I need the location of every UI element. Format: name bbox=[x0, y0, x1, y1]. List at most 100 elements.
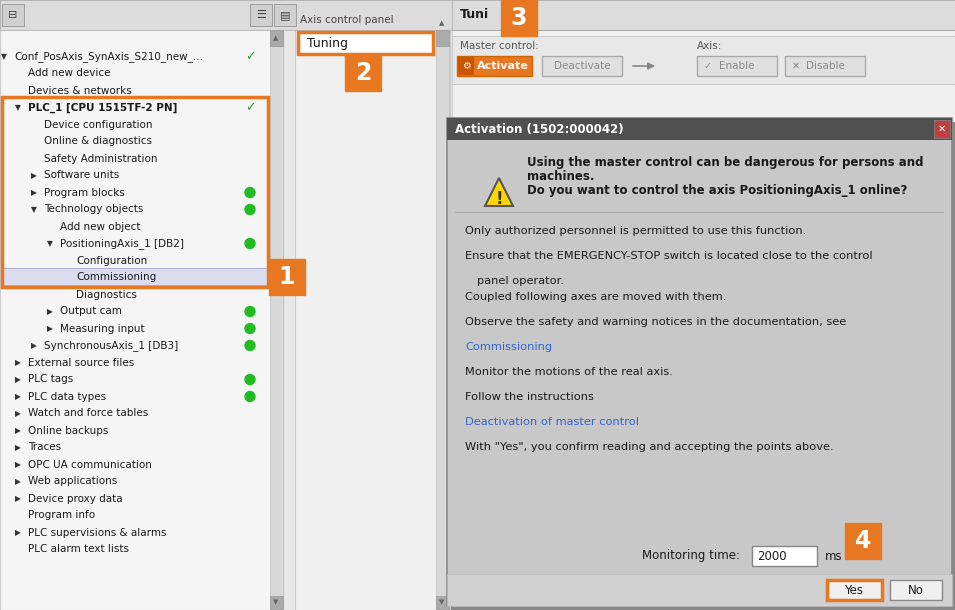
Text: Axis:: Axis: bbox=[697, 41, 722, 51]
Text: Configuration: Configuration bbox=[76, 256, 147, 265]
Text: Using the master control can be dangerous for persons and: Using the master control can be dangerou… bbox=[527, 156, 923, 169]
Text: Deactivation of master control: Deactivation of master control bbox=[465, 417, 639, 427]
Text: Program info: Program info bbox=[28, 511, 96, 520]
Text: With "Yes", you confirm reading and accepting the points above.: With "Yes", you confirm reading and acce… bbox=[465, 442, 834, 452]
Text: ✓: ✓ bbox=[704, 61, 712, 71]
Text: ▶: ▶ bbox=[32, 171, 37, 180]
Bar bbox=[447, 118, 952, 606]
Text: Measuring input: Measuring input bbox=[60, 323, 144, 334]
Text: Conf_PosAxis_SynAxis_S210_new_...: Conf_PosAxis_SynAxis_S210_new_... bbox=[14, 51, 203, 62]
Text: ▶: ▶ bbox=[15, 477, 21, 486]
Text: ▶: ▶ bbox=[15, 528, 21, 537]
Text: PLC tags: PLC tags bbox=[28, 375, 74, 384]
Text: ⚙: ⚙ bbox=[461, 61, 471, 71]
Text: Output cam: Output cam bbox=[60, 306, 122, 317]
Text: ✕: ✕ bbox=[938, 124, 946, 134]
Text: External source files: External source files bbox=[28, 357, 135, 367]
Text: 3: 3 bbox=[511, 6, 527, 30]
Text: !: ! bbox=[496, 190, 503, 208]
Text: Master control:: Master control: bbox=[460, 41, 539, 51]
Text: ▤: ▤ bbox=[280, 10, 290, 20]
Text: PLC data types: PLC data types bbox=[28, 392, 106, 401]
Bar bbox=[752, 546, 817, 566]
Text: ▶: ▶ bbox=[32, 188, 37, 197]
Bar bbox=[457, 56, 532, 76]
Bar bbox=[2, 268, 268, 285]
Text: ✓: ✓ bbox=[244, 101, 255, 114]
Text: PLC_1 [CPU 1515TF-2 PN]: PLC_1 [CPU 1515TF-2 PN] bbox=[28, 102, 178, 113]
Text: Follow the instructions: Follow the instructions bbox=[465, 392, 594, 402]
Bar bbox=[250, 4, 272, 26]
Text: No: No bbox=[908, 584, 923, 597]
Text: Monitoring time:: Monitoring time: bbox=[642, 550, 740, 562]
Bar bbox=[452, 0, 955, 610]
Text: Technology objects: Technology objects bbox=[44, 204, 143, 215]
Text: Tuni: Tuni bbox=[460, 7, 489, 21]
Text: Activate: Activate bbox=[478, 61, 529, 71]
Text: ▼: ▼ bbox=[439, 599, 445, 605]
Text: Diagnostics: Diagnostics bbox=[76, 290, 137, 300]
Text: ▶: ▶ bbox=[47, 307, 53, 316]
Text: ▶: ▶ bbox=[15, 392, 21, 401]
Bar bbox=[436, 30, 449, 46]
Bar bbox=[447, 118, 952, 140]
Bar bbox=[452, 30, 955, 31]
Text: ▼: ▼ bbox=[32, 205, 37, 214]
Text: Monitor the motions of the real axis.: Monitor the motions of the real axis. bbox=[465, 367, 673, 377]
Bar bbox=[0, 0, 955, 30]
Text: Device configuration: Device configuration bbox=[44, 120, 153, 129]
Text: Device proxy data: Device proxy data bbox=[28, 493, 122, 503]
Bar bbox=[697, 56, 777, 76]
Bar bbox=[2, 97, 268, 287]
Text: ☰: ☰ bbox=[256, 10, 266, 20]
Text: Safety Administration: Safety Administration bbox=[44, 154, 158, 163]
Text: ▲: ▲ bbox=[439, 20, 445, 26]
Bar bbox=[269, 259, 305, 295]
Text: ▼: ▼ bbox=[47, 239, 53, 248]
Text: Commissioning: Commissioning bbox=[465, 342, 552, 352]
Bar bbox=[436, 30, 449, 610]
Text: ▶: ▶ bbox=[47, 324, 53, 333]
Circle shape bbox=[245, 375, 255, 384]
Bar bbox=[274, 4, 296, 26]
Bar bbox=[436, 596, 449, 609]
Text: ▶: ▶ bbox=[15, 375, 21, 384]
Text: ✓: ✓ bbox=[244, 50, 255, 63]
Text: OPC UA communication: OPC UA communication bbox=[28, 459, 152, 470]
Bar bbox=[785, 56, 865, 76]
Text: Disable: Disable bbox=[806, 61, 844, 71]
Bar bbox=[452, 36, 955, 84]
Text: Add new object: Add new object bbox=[60, 221, 140, 232]
Text: Commissioning: Commissioning bbox=[76, 273, 157, 282]
Bar bbox=[458, 57, 474, 75]
Text: PLC supervisions & alarms: PLC supervisions & alarms bbox=[28, 528, 166, 537]
Text: Add new device: Add new device bbox=[28, 68, 111, 79]
Text: ▶: ▶ bbox=[15, 460, 21, 469]
Text: ▶: ▶ bbox=[15, 358, 21, 367]
Text: ▶: ▶ bbox=[15, 494, 21, 503]
Circle shape bbox=[245, 204, 255, 215]
Bar bbox=[845, 523, 881, 559]
Bar bbox=[447, 574, 952, 606]
Bar bbox=[827, 580, 882, 600]
Polygon shape bbox=[485, 178, 513, 206]
Text: Software units: Software units bbox=[44, 171, 119, 181]
Text: Online & diagnostics: Online & diagnostics bbox=[44, 137, 152, 146]
Bar bbox=[345, 55, 381, 91]
Text: ms: ms bbox=[825, 550, 842, 562]
Bar bbox=[501, 0, 537, 36]
Text: 2: 2 bbox=[355, 61, 371, 85]
Text: SynchronousAxis_1 [DB3]: SynchronousAxis_1 [DB3] bbox=[44, 340, 179, 351]
Bar bbox=[542, 56, 622, 76]
Text: Do you want to control the axis PositioningAxis_1 online?: Do you want to control the axis Position… bbox=[527, 184, 907, 197]
Text: 2000: 2000 bbox=[757, 550, 787, 562]
Bar bbox=[270, 30, 283, 46]
Text: ▶: ▶ bbox=[32, 341, 37, 350]
Text: Activation (1502:000042): Activation (1502:000042) bbox=[455, 123, 624, 135]
Bar bbox=[934, 120, 950, 138]
Text: Coupled following axes are moved with them.: Coupled following axes are moved with th… bbox=[465, 292, 727, 302]
Bar bbox=[270, 30, 283, 610]
Text: Only authorized personnel is permitted to use this function.: Only authorized personnel is permitted t… bbox=[465, 226, 806, 236]
Text: ▶: ▶ bbox=[15, 426, 21, 435]
Text: ▼: ▼ bbox=[15, 103, 21, 112]
